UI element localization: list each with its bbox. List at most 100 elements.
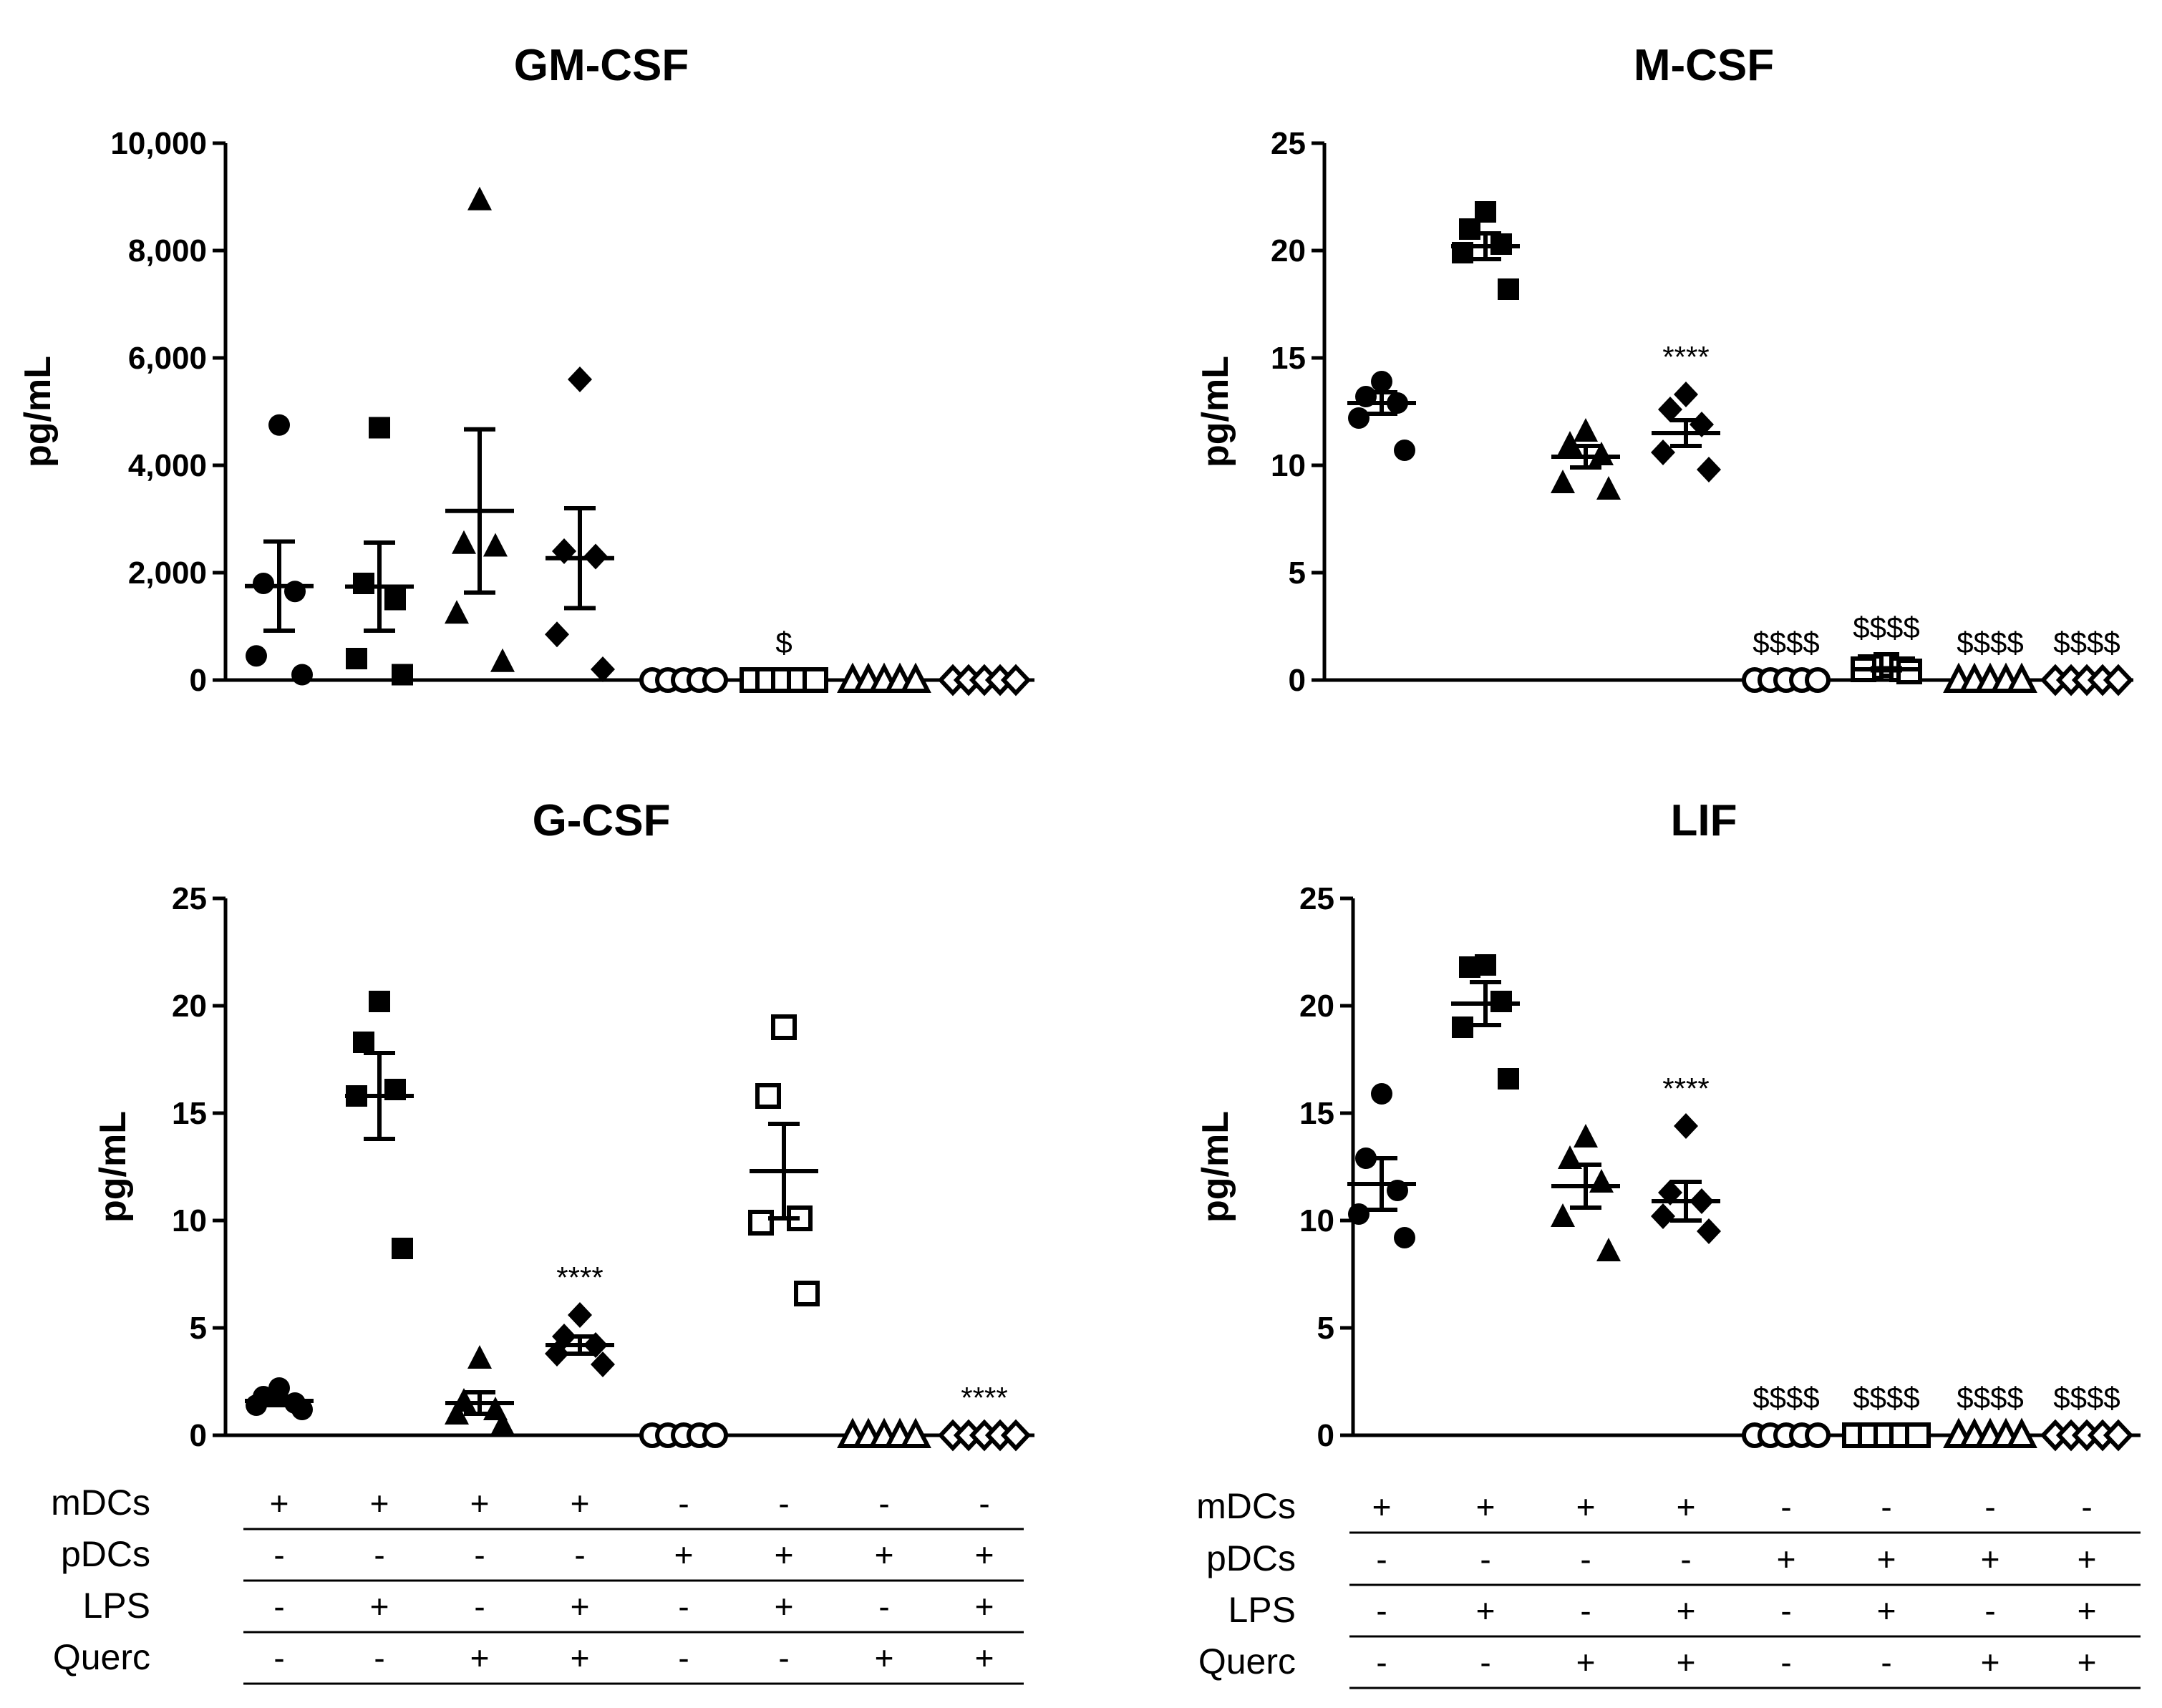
condition-sign: + — [571, 1485, 590, 1522]
condition-sign: - — [574, 1536, 585, 1573]
condition-sign: + — [1476, 1592, 1496, 1629]
condition-sign: + — [875, 1536, 894, 1573]
data-point — [467, 1345, 492, 1369]
data-point — [1551, 1203, 1575, 1227]
data-group — [1451, 201, 1520, 300]
condition-sign: - — [1984, 1488, 1995, 1525]
data-point — [1348, 407, 1370, 429]
data-point — [369, 991, 390, 1012]
y-axis-label: pg/mL — [1195, 356, 1236, 467]
data-point — [369, 417, 390, 439]
data-point — [353, 573, 374, 594]
y-tick-label: 5 — [190, 1311, 207, 1346]
data-group — [639, 667, 728, 693]
data-group — [445, 186, 515, 672]
data-point — [445, 600, 469, 624]
data-group — [245, 414, 314, 686]
data-point — [702, 667, 728, 693]
data-point — [1674, 382, 1698, 407]
condition-label: pDCs — [1206, 1538, 1296, 1578]
data-group: $$$$ — [2040, 626, 2134, 697]
data-point — [1371, 371, 1392, 392]
data-point — [1574, 418, 1598, 442]
condition-sign: + — [470, 1639, 490, 1677]
data-group — [1451, 954, 1520, 1090]
condition-sign: - — [2081, 1488, 2092, 1525]
data-point — [353, 1032, 374, 1053]
data-point — [1697, 457, 1721, 482]
data-point — [490, 648, 515, 672]
condition-sign: + — [2078, 1540, 2097, 1578]
data-point — [1651, 440, 1675, 465]
condition-sign: + — [1476, 1488, 1496, 1525]
condition-sign: + — [1576, 1644, 1596, 1681]
data-group — [545, 367, 615, 682]
y-tick-label: 15 — [1299, 1096, 1334, 1131]
data-group: $$$$ — [1851, 611, 1922, 684]
data-group — [748, 1014, 820, 1306]
condition-sign: - — [778, 1485, 789, 1522]
data-group — [1551, 1124, 1621, 1261]
condition-sign: - — [1780, 1592, 1791, 1629]
condition-label: mDCs — [51, 1483, 150, 1523]
y-axis-label: pg/mL — [1195, 1111, 1236, 1223]
condition-sign: + — [2078, 1592, 2097, 1629]
data-group — [937, 664, 1032, 697]
condition-sign: + — [975, 1536, 994, 1573]
condition-sign: - — [1984, 1592, 1995, 1629]
y-tick-label: 20 — [1299, 989, 1334, 1024]
data-point — [1805, 1422, 1831, 1448]
condition-sign: - — [1780, 1644, 1791, 1681]
condition-label: Querc — [1198, 1641, 1296, 1682]
condition-sign: + — [674, 1536, 694, 1573]
condition-sign: - — [678, 1639, 689, 1677]
significance-annotation: **** — [961, 1381, 1007, 1415]
data-group — [345, 417, 414, 686]
condition-sign: + — [775, 1536, 794, 1573]
data-point — [803, 667, 828, 693]
data-group: $$$$ — [1842, 1381, 1931, 1448]
data-group — [837, 662, 931, 693]
significance-annotation: $$$$ — [2053, 626, 2120, 659]
condition-sign: + — [1981, 1540, 2000, 1578]
condition-sign: + — [1677, 1644, 1696, 1681]
y-tick-label: 10 — [1271, 448, 1306, 483]
data-point — [2103, 1419, 2134, 1452]
y-tick-label: 15 — [172, 1096, 207, 1131]
data-point — [392, 664, 413, 686]
y-tick-label: 0 — [190, 663, 207, 698]
condition-sign: + — [1576, 1488, 1596, 1525]
conditions-table-left: mDCs + + + + - - - - pDCs - - - - + + + + LPS - + - + - + - + Querc… — [51, 1483, 1024, 1685]
data-point — [2103, 664, 2134, 697]
y-tick-label: 0 — [1289, 663, 1306, 698]
data-point — [1000, 1419, 1032, 1452]
data-group: $$$$ — [1742, 1381, 1831, 1448]
data-point — [346, 648, 367, 669]
data-group: $$$$ — [2040, 1381, 2134, 1452]
significance-annotation: $$$$ — [1853, 1381, 1919, 1415]
y-tick-label: 0 — [1317, 1418, 1334, 1453]
data-group: $$$$ — [1943, 626, 2037, 693]
condition-sign: - — [1480, 1540, 1490, 1578]
data-point — [483, 533, 508, 557]
data-group — [345, 991, 414, 1259]
data-point — [268, 414, 290, 436]
y-tick-label: 8,000 — [128, 233, 207, 268]
data-point — [1905, 1422, 1931, 1448]
condition-sign: + — [571, 1588, 590, 1625]
y-tick-label: 10 — [1299, 1203, 1334, 1238]
condition-sign: - — [273, 1536, 284, 1573]
data-point — [445, 1401, 469, 1425]
data-point — [1574, 1124, 1598, 1147]
data-point — [467, 186, 492, 210]
data-point — [1459, 956, 1480, 978]
significance-annotation: $$$$ — [1957, 626, 2023, 659]
y-tick-label: 2,000 — [128, 555, 207, 591]
condition-sign: - — [374, 1536, 384, 1573]
condition-sign: - — [1780, 1488, 1791, 1525]
data-point — [1596, 1238, 1621, 1261]
data-group: $$$$ — [1943, 1381, 2037, 1448]
data-point — [392, 1238, 413, 1259]
y-tick-label: 20 — [1271, 233, 1306, 268]
condition-sign: + — [2078, 1644, 2097, 1681]
